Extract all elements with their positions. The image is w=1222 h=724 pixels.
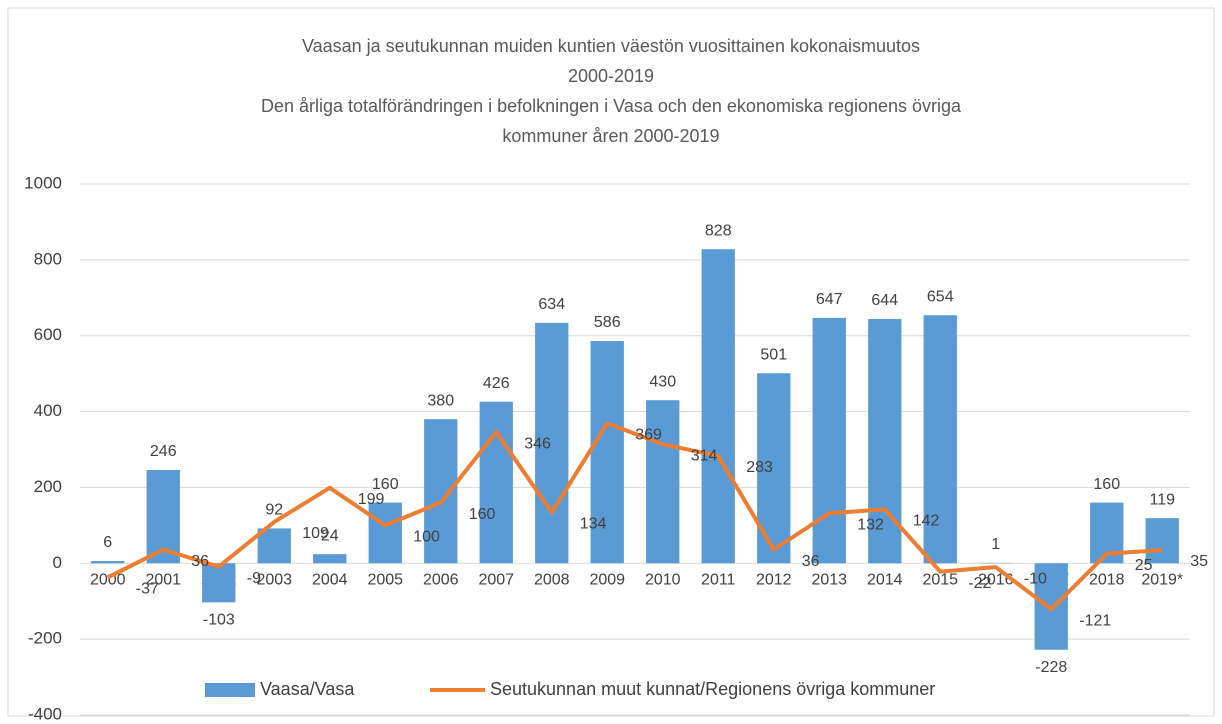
- x-tick-label: 2012: [756, 572, 792, 589]
- bar: [202, 563, 236, 603]
- y-tick-label: 800: [34, 249, 62, 268]
- bar-label: 160: [372, 476, 399, 493]
- x-tick-label: 2001: [145, 572, 181, 589]
- x-tick-label: 2008: [534, 572, 570, 589]
- bar-label: 634: [538, 296, 565, 313]
- bar-label: 430: [649, 373, 676, 390]
- bar: [535, 322, 569, 564]
- bar: [1145, 518, 1179, 564]
- line-label: -10: [1024, 570, 1047, 587]
- bar-label: 501: [760, 346, 787, 363]
- x-tick-label: 2019*: [1141, 572, 1183, 589]
- bar-label: -228: [1035, 659, 1067, 676]
- line-label: 25: [1135, 557, 1153, 574]
- legend-label: Seutukunnan muut kunnat/Regionens övriga…: [490, 679, 935, 699]
- line-label: -37: [136, 581, 159, 598]
- line-label: 346: [524, 435, 551, 452]
- x-tick-label: 2003: [256, 572, 292, 589]
- bar-label: 654: [927, 288, 954, 305]
- bar-label: 828: [705, 222, 732, 239]
- line-label: 36: [802, 553, 820, 570]
- line-label: 160: [469, 506, 496, 523]
- y-tick-label: 400: [34, 401, 62, 420]
- x-tick-label: 2011: [701, 572, 736, 589]
- bar-label: 24: [321, 527, 339, 544]
- line-label: -9: [247, 570, 261, 587]
- y-tick-label: 200: [34, 477, 62, 496]
- y-tick-label: 1000: [24, 173, 62, 192]
- bar-label: 119: [1149, 491, 1175, 508]
- bar-label: 426: [483, 375, 510, 392]
- x-tick-label: 2018: [1089, 572, 1125, 589]
- bar: [479, 401, 513, 564]
- bar: [923, 315, 957, 564]
- chart-title: 2000-2019: [568, 66, 654, 86]
- line-label: 369: [635, 427, 662, 444]
- line-label: -121: [1079, 612, 1111, 629]
- line: [106, 421, 1163, 612]
- bar-label: 160: [1093, 476, 1120, 493]
- bar-label: 647: [816, 291, 843, 308]
- bar-label: 380: [427, 392, 454, 409]
- line-label: 283: [746, 459, 773, 476]
- line-label: 36: [191, 553, 209, 570]
- legend-swatch: [205, 683, 255, 697]
- bar: [701, 249, 735, 564]
- x-tick-label: 2006: [423, 572, 459, 589]
- line-label: 109: [302, 525, 329, 542]
- line-label: 100: [413, 529, 440, 546]
- x-tick-label: 2010: [645, 572, 681, 589]
- legend-label: Vaasa/Vasa: [260, 679, 355, 699]
- line-label: 134: [580, 516, 607, 533]
- bar: [313, 554, 347, 564]
- x-tick-label: 2004: [312, 572, 348, 589]
- bar: [812, 317, 846, 564]
- x-tick-label: 2015: [922, 572, 958, 589]
- bar-label: 92: [265, 502, 283, 519]
- x-tick-label: 2000: [90, 572, 126, 589]
- bar: [590, 341, 624, 564]
- bar-label: -103: [203, 612, 235, 629]
- y-tick-label: -400: [28, 704, 62, 723]
- bar: [368, 502, 402, 564]
- chart-title: Vaasan ja seutukunnan muiden kuntien väe…: [302, 36, 920, 56]
- x-tick-label: 2013: [811, 572, 847, 589]
- x-tick-label: 2014: [867, 572, 903, 589]
- line-label: 314: [691, 447, 718, 464]
- bar: [646, 400, 680, 564]
- chart-title: Den årliga totalförändringen i befolknin…: [261, 96, 962, 116]
- line-label: 142: [913, 513, 940, 530]
- line-label: 199: [358, 491, 385, 508]
- bar-label: 246: [150, 443, 177, 460]
- bar-label: 1: [991, 536, 1000, 553]
- y-tick-label: -200: [28, 629, 62, 648]
- line-label: 35: [1190, 553, 1208, 570]
- x-tick-label: 2007: [478, 572, 514, 589]
- line-label: 132: [857, 516, 884, 533]
- x-tick-label: 2005: [367, 572, 403, 589]
- y-tick-label: 0: [53, 553, 62, 572]
- bar-label: 644: [871, 292, 898, 309]
- bar: [257, 528, 291, 564]
- x-tick-label: 2009: [589, 572, 625, 589]
- chart-title: kommuner åren 2000-2019: [502, 126, 719, 146]
- bar-label: 6: [103, 534, 112, 551]
- y-tick-label: 600: [34, 325, 62, 344]
- line-label: -22: [968, 575, 991, 592]
- bar-label: 586: [594, 314, 621, 331]
- bar: [91, 561, 125, 564]
